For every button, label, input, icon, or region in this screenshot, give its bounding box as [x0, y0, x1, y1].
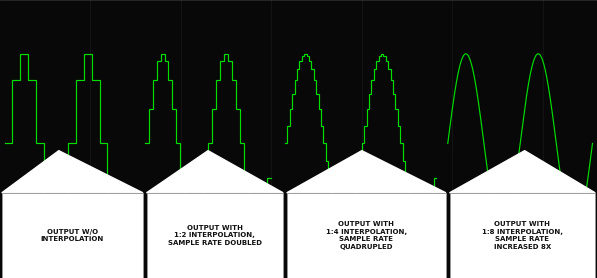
- Bar: [450, 193, 595, 278]
- Polygon shape: [450, 151, 595, 193]
- Text: OUTPUT WITH
1:4 INTERPOLATION,
SAMPLE RATE
QUADRUPLED: OUTPUT WITH 1:4 INTERPOLATION, SAMPLE RA…: [326, 221, 407, 250]
- Text: OUTPUT WITH
1:8 INTERPOLATION,
SAMPLE RATE
INCREASED 8X: OUTPUT WITH 1:8 INTERPOLATION, SAMPLE RA…: [482, 221, 563, 250]
- Bar: [287, 193, 446, 278]
- Bar: [2, 193, 143, 278]
- Bar: [146, 193, 283, 278]
- Text: OUTPUT WITH
1:2 INTERPOLATION,
SAMPLE RATE DOUBLED: OUTPUT WITH 1:2 INTERPOLATION, SAMPLE RA…: [168, 225, 262, 246]
- Text: OUTPUT W/O
INTERPOLATION: OUTPUT W/O INTERPOLATION: [41, 229, 104, 242]
- Polygon shape: [287, 151, 446, 193]
- Polygon shape: [2, 151, 143, 193]
- Polygon shape: [146, 151, 283, 193]
